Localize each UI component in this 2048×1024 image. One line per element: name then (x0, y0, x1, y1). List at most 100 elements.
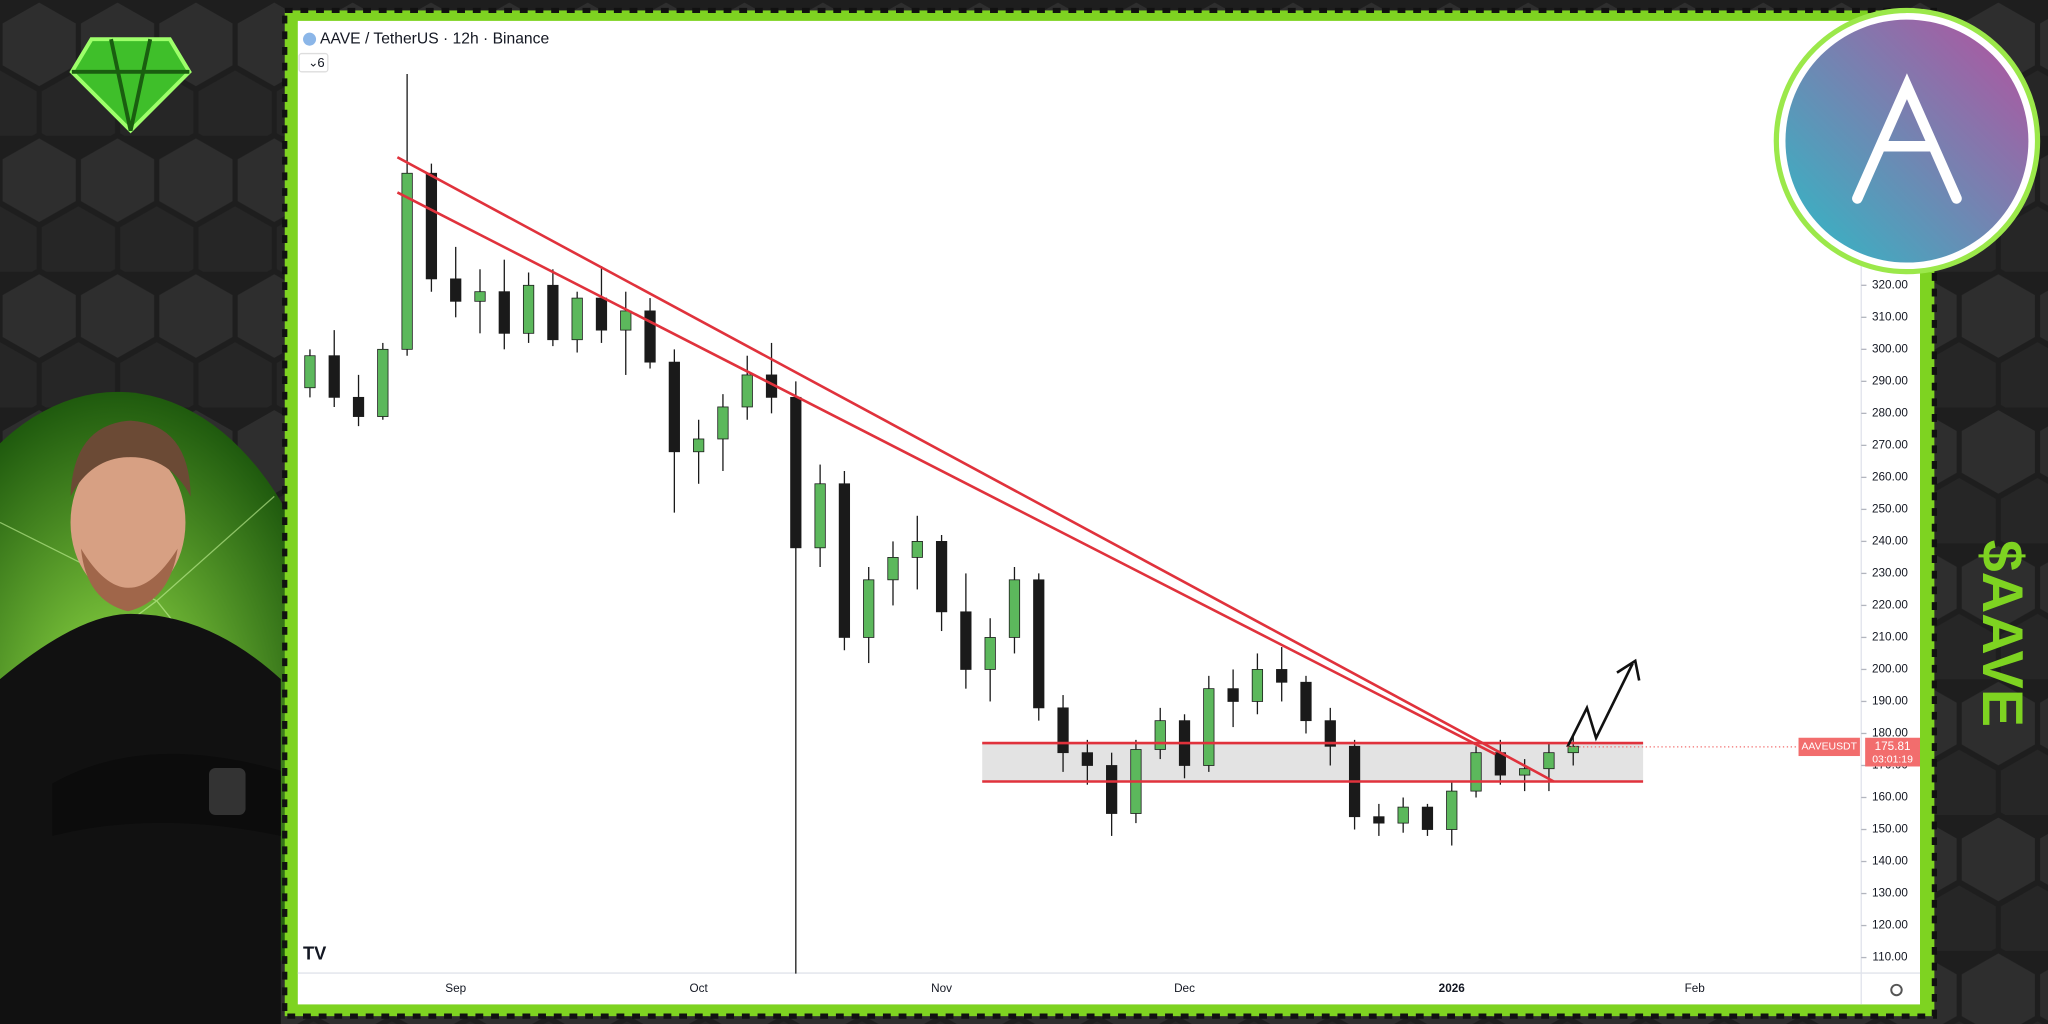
x-tick-label: Sep (445, 982, 466, 995)
y-tick-label: 270.00 (1872, 438, 1908, 451)
candle-body (741, 374, 753, 408)
candle-body (498, 291, 510, 334)
candle-body (1324, 720, 1336, 747)
candle-body (352, 396, 365, 417)
candle-body (960, 611, 972, 670)
x-tick-label: Nov (931, 982, 952, 995)
candle-body (1397, 806, 1409, 824)
candle-body (1251, 669, 1264, 702)
y-tick-label: 220.00 (1872, 599, 1908, 612)
person (0, 420, 281, 1024)
y-tick-label: 300.00 (1872, 342, 1908, 355)
y-tick-label: 180.00 (1872, 727, 1908, 740)
indicator-count: 6 (317, 55, 324, 70)
symbol-tag-label: AAVEUSDT (1801, 742, 1857, 753)
y-tick-label: 150.00 (1872, 823, 1908, 836)
candle-body (1154, 720, 1166, 750)
candle-body (304, 355, 316, 389)
plot (304, 74, 1644, 974)
settings-icon[interactable] (1890, 983, 1903, 997)
trendline (396, 156, 1555, 783)
x-tick-label: Dec (1174, 982, 1195, 995)
ticker-branding: $AAVE (1970, 540, 2034, 727)
trendline (396, 191, 1497, 756)
candle-body (620, 310, 632, 331)
countdown-label: 03:01:19 (1872, 755, 1913, 766)
candle-body (1106, 765, 1118, 814)
y-tick-label: 130.00 (1872, 887, 1908, 900)
candle-body (425, 172, 438, 280)
logo-diamond (69, 37, 192, 134)
candle-body (377, 348, 389, 417)
candle-body (887, 557, 899, 581)
y-tick-label: 140.00 (1872, 855, 1908, 868)
candle-body (693, 438, 705, 453)
frame-pattern (282, 7, 1937, 1019)
candle-body (450, 278, 462, 302)
candle-body (1033, 579, 1045, 709)
indicator-chevron: ⌄ (308, 56, 318, 69)
candle-body (1421, 806, 1434, 830)
aave-glyph (1852, 73, 1962, 204)
y-tick-label: 240.00 (1872, 535, 1908, 548)
candle-body (571, 297, 583, 341)
candle-body (1276, 669, 1288, 683)
candle-body (717, 406, 729, 440)
indicator-toggle[interactable] (298, 52, 329, 73)
candle-body (1300, 681, 1312, 722)
candle-body (547, 284, 559, 341)
price-tag (1865, 737, 1920, 767)
candle-body (474, 291, 486, 302)
symbol-tag (1798, 737, 1860, 757)
candle-body (1203, 688, 1215, 766)
candle-body (328, 355, 340, 398)
y-tick-label: 280.00 (1872, 406, 1908, 419)
x-tick-label: Oct (690, 982, 709, 995)
candle-body (911, 541, 923, 558)
y-tick-label: 310.00 (1872, 310, 1908, 323)
candle-body (863, 579, 875, 638)
y-tick-label: 230.00 (1872, 567, 1908, 580)
y-tick-label: 290.00 (1872, 374, 1908, 387)
y-tick-label: 110.00 (1872, 951, 1908, 964)
x-tick-label: Feb (1685, 982, 1706, 995)
y-tick-label: 320.00 (1872, 278, 1908, 291)
chart-title: AAVE / TetherUS · 12h · Binance (320, 30, 549, 47)
candle-body (1470, 752, 1482, 792)
y-tick-label: 190.00 (1872, 695, 1908, 708)
y-tick-label: 160.00 (1872, 791, 1908, 804)
candle-body (1446, 790, 1458, 830)
candle-body (644, 310, 656, 363)
candle-body (984, 637, 996, 670)
candle-body (814, 483, 826, 549)
candle-body (1373, 816, 1385, 824)
price-tag-label: 175.81 (1875, 740, 1911, 753)
candle-body (1008, 579, 1021, 638)
aave-logo (1785, 19, 2029, 263)
y-tick-label: 200.00 (1872, 663, 1908, 676)
candle-body (522, 284, 535, 334)
overlay: 110.00120.00130.00140.00150.00160.00170.… (445, 278, 1920, 995)
candle-body (1519, 768, 1531, 776)
tv-logo: TV (303, 943, 327, 964)
y-tick-label: 210.00 (1872, 631, 1908, 644)
candle-body (1567, 745, 1579, 754)
x-tick-label: 2026 (1439, 982, 1466, 995)
y-tick-label: 120.00 (1872, 919, 1908, 932)
candle-body (838, 483, 851, 638)
candle-body (1057, 707, 1069, 754)
candle-body (1227, 688, 1239, 702)
candle-body (401, 172, 413, 350)
chart-area (297, 20, 1921, 1005)
forecast-arrow (1566, 658, 1641, 748)
symbol-icon (303, 32, 317, 46)
y-tick-label: 250.00 (1872, 502, 1908, 515)
y-tick-label: 260.00 (1872, 470, 1908, 483)
candle-body (790, 396, 802, 549)
candle-body (595, 297, 608, 331)
candle-body (1081, 752, 1093, 766)
candle-body (668, 361, 680, 453)
candle-body (935, 541, 948, 613)
